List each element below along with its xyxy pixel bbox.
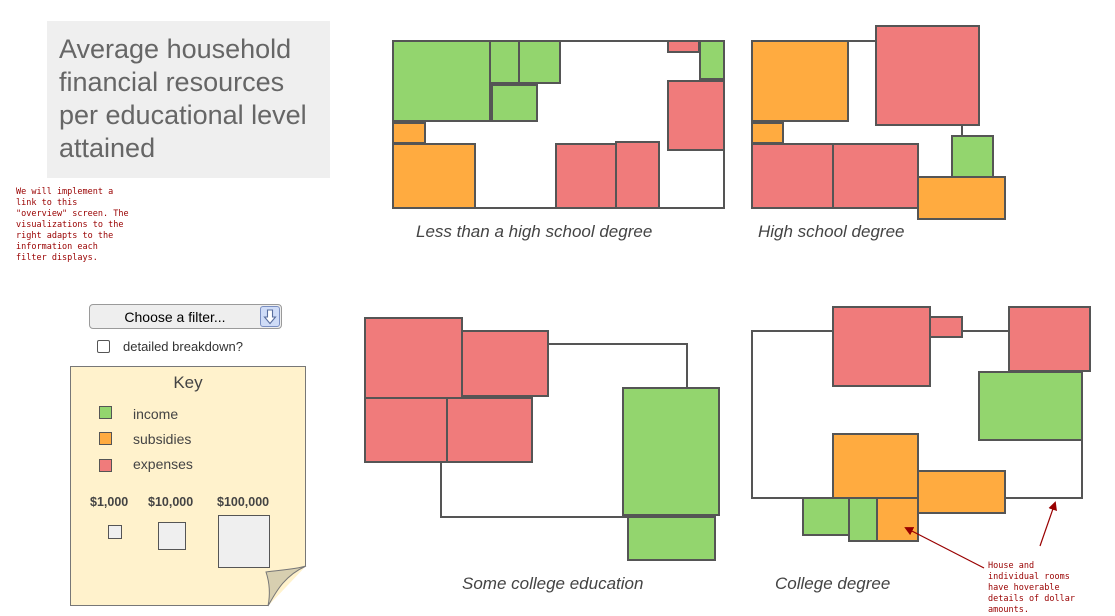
subsidies-room[interactable]	[392, 122, 426, 144]
subsidies-room[interactable]	[832, 433, 919, 500]
expenses-room[interactable]	[1008, 306, 1091, 372]
house-some-college[interactable]	[364, 317, 720, 561]
expenses-room[interactable]	[667, 80, 725, 151]
income-room[interactable]	[491, 84, 538, 122]
hover-note-arrow	[904, 527, 985, 569]
expenses-room[interactable]	[461, 330, 549, 397]
income-room[interactable]	[622, 387, 720, 516]
expenses-room[interactable]	[832, 143, 919, 209]
filter-dropdown[interactable]: Choose a filter...	[89, 304, 282, 329]
income-swatch	[99, 406, 112, 419]
income-room[interactable]	[978, 371, 1083, 441]
expenses-room[interactable]	[364, 317, 463, 399]
expenses-swatch	[99, 459, 112, 472]
house-college[interactable]	[751, 306, 1091, 542]
expenses-room[interactable]	[446, 397, 533, 463]
income-room[interactable]	[489, 40, 520, 84]
detailed-breakdown-checkbox[interactable]	[97, 339, 110, 353]
subsidies-swatch	[99, 432, 112, 445]
expenses-label: expenses	[133, 456, 193, 472]
key-corner-cutout	[268, 566, 306, 606]
scale-box-100k	[218, 515, 270, 568]
hover-note-arrow	[1039, 501, 1057, 547]
key-page-curl	[265, 565, 307, 607]
income-room[interactable]	[392, 40, 491, 122]
label-college: College degree	[775, 574, 891, 593]
overview-note: We will implement a link to this "overvi…	[16, 187, 129, 263]
expenses-room[interactable]	[929, 316, 963, 338]
expenses-room[interactable]	[832, 306, 931, 387]
page-title: Average household financial resources pe…	[59, 34, 307, 163]
key-legend: Key income subsidies expenses $1,000 $10…	[70, 366, 306, 606]
key-title: Key	[173, 373, 203, 392]
scale-box-10k	[158, 522, 186, 550]
hover-note: House and individual rooms have hoverabl…	[988, 561, 1075, 615]
scale-label-10k: $10,000	[148, 495, 194, 509]
label-less-than-high-school: Less than a high school degree	[416, 222, 653, 241]
down-arrow-icon[interactable]	[260, 306, 280, 327]
expenses-room[interactable]	[667, 40, 700, 53]
subsidies-room[interactable]	[917, 470, 1006, 514]
subsidies-room[interactable]	[751, 40, 849, 122]
expenses-room[interactable]	[751, 143, 834, 209]
detailed-breakdown-row: detailed breakdown?	[97, 337, 243, 355]
scale-box-1k	[108, 525, 122, 539]
income-room[interactable]	[699, 40, 725, 80]
subsidies-room[interactable]	[751, 122, 784, 144]
detailed-breakdown-label: detailed breakdown?	[123, 338, 243, 354]
filter-dropdown-label: Choose a filter...	[124, 309, 226, 325]
scale-label-100k: $100,000	[217, 495, 270, 509]
income-room[interactable]	[848, 497, 878, 542]
house-less-than-high-school[interactable]	[392, 40, 725, 209]
scale-label-1k: $1,000	[90, 495, 129, 509]
subsidies-room[interactable]	[876, 497, 919, 542]
title-box: Average household financial resources pe…	[47, 21, 330, 178]
label-high-school: High school degree	[758, 222, 905, 241]
label-some-college: Some college education	[462, 574, 644, 593]
expenses-room[interactable]	[875, 25, 980, 126]
expenses-room[interactable]	[555, 143, 617, 209]
income-room[interactable]	[951, 135, 994, 178]
subsidies-room[interactable]	[392, 143, 476, 209]
income-room[interactable]	[518, 40, 561, 84]
income-room[interactable]	[802, 497, 850, 536]
house-high-school[interactable]	[751, 25, 1006, 220]
subsidies-label: subsidies	[133, 431, 192, 447]
subsidies-room[interactable]	[917, 176, 1006, 220]
expenses-room[interactable]	[615, 141, 660, 209]
income-label: income	[133, 406, 179, 422]
income-room[interactable]	[627, 516, 716, 561]
expenses-room[interactable]	[364, 397, 448, 463]
